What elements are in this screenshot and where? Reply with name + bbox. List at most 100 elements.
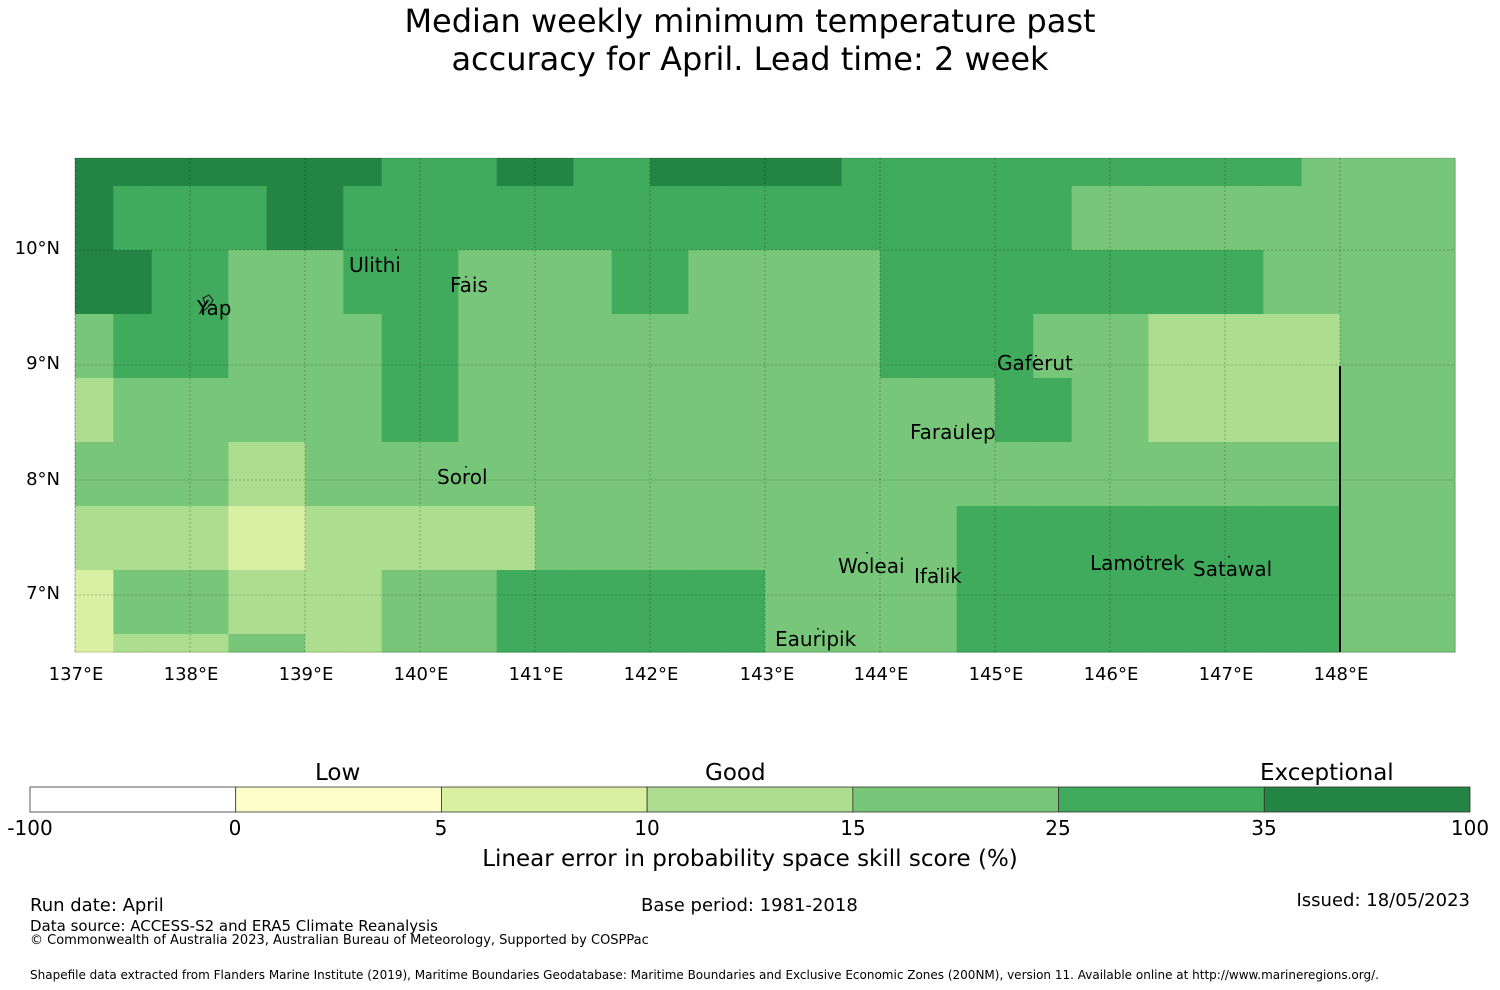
ifalik-island-mark bbox=[937, 568, 939, 570]
skill-grid-cell bbox=[611, 378, 651, 443]
skill-grid-cell bbox=[1378, 442, 1456, 507]
map-canvas bbox=[74, 157, 1456, 653]
skill-grid-cell bbox=[266, 378, 306, 443]
skill-grid-cell bbox=[1301, 158, 1341, 187]
skill-grid-cell bbox=[305, 250, 344, 315]
skill-grid-cell bbox=[841, 506, 881, 571]
colorbar-swatch bbox=[1263, 786, 1471, 813]
skill-grid-cell bbox=[573, 186, 613, 251]
skill-grid-cell bbox=[841, 634, 881, 653]
skill-grid-cell bbox=[1033, 634, 1073, 653]
skill-grid-cell bbox=[918, 634, 958, 653]
skill-grid-cell bbox=[956, 378, 996, 443]
skill-grid-cell bbox=[228, 314, 268, 379]
skill-grid-cell bbox=[151, 634, 191, 653]
lon-label-144e: 144°E bbox=[853, 664, 909, 685]
skill-grid-cell bbox=[381, 314, 421, 379]
skill-grid-cell bbox=[956, 442, 996, 507]
colorbar-swatches bbox=[29, 786, 1471, 813]
skill-grid-cell bbox=[573, 158, 613, 187]
skill-grid-cell bbox=[420, 378, 459, 443]
lon-label-147e: 147°E bbox=[1198, 664, 1254, 685]
skill-grid-cell bbox=[1110, 378, 1149, 443]
lon-label-138e: 138°E bbox=[163, 664, 219, 685]
place-label-faraulep: Faraulep bbox=[910, 420, 996, 444]
skill-grid-cell bbox=[841, 250, 881, 315]
skill-grid-cell bbox=[918, 186, 958, 251]
skill-grid-cell bbox=[1378, 158, 1456, 187]
skill-grid-cell bbox=[1378, 506, 1456, 571]
fais-island-mark bbox=[465, 276, 467, 278]
place-label-lamotrek: Lamotrek bbox=[1090, 551, 1185, 575]
map-title: Median weekly minimum temperature past a… bbox=[0, 2, 1500, 78]
lon-label-148e: 148°E bbox=[1313, 664, 1369, 685]
skill-grid-cell bbox=[880, 442, 919, 507]
skill-grid-cell bbox=[726, 186, 766, 251]
skill-grid-cell bbox=[496, 158, 536, 187]
skill-grid-cell bbox=[995, 634, 1034, 653]
skill-grid-cell bbox=[1340, 570, 1379, 635]
colorbar-tick-5: 5 bbox=[434, 816, 448, 840]
skill-grid-cell bbox=[1378, 250, 1456, 315]
skill-grid-cell bbox=[1071, 158, 1111, 187]
place-label-yap: Yap bbox=[197, 296, 232, 320]
skill-grid-cell bbox=[880, 506, 919, 571]
skill-grid-cell bbox=[1033, 250, 1073, 315]
place-label-eauripik: Eauripik bbox=[775, 627, 857, 651]
skill-grid-cell bbox=[803, 570, 843, 635]
skill-grid-cell bbox=[1033, 314, 1073, 379]
skill-grid-cell bbox=[995, 314, 1034, 379]
skill-grid-cell bbox=[1033, 158, 1073, 187]
skill-grid-cell bbox=[726, 378, 766, 443]
lon-label-140e: 140°E bbox=[393, 664, 449, 685]
lon-label-146e: 146°E bbox=[1083, 664, 1139, 685]
skill-grid-cell bbox=[573, 634, 613, 653]
yap-island-shape bbox=[198, 294, 214, 315]
skill-grid-cell bbox=[956, 186, 996, 251]
skill-grid-cell bbox=[765, 250, 804, 315]
skill-grid-cell bbox=[228, 570, 268, 635]
skill-grid-cell bbox=[113, 570, 153, 635]
skill-grid-cell bbox=[841, 314, 881, 379]
skill-grid-cell bbox=[995, 506, 1034, 571]
skill-grid-cell bbox=[343, 634, 383, 653]
colorbar-tick-10: 10 bbox=[634, 816, 660, 840]
place-label-fais: Fais bbox=[450, 273, 488, 297]
skill-grid-cell bbox=[880, 186, 919, 251]
skill-grid-cell bbox=[726, 442, 766, 507]
skill-grid-cell bbox=[113, 442, 153, 507]
colorbar-swatch bbox=[646, 786, 854, 813]
skill-grid-cell bbox=[381, 442, 421, 507]
skill-grid-cell bbox=[726, 634, 766, 653]
skill-grid-cell bbox=[1186, 250, 1226, 315]
copyright-notice: © Commonwealth of Australia 2023, Austra… bbox=[30, 933, 649, 948]
skill-grid-cell bbox=[1225, 158, 1264, 187]
skill-grid-cell bbox=[688, 506, 728, 571]
skill-grid-cell bbox=[1340, 314, 1379, 379]
skill-grid-cell bbox=[688, 570, 728, 635]
skill-grid-cell bbox=[765, 378, 804, 443]
ulithi-island-mark bbox=[395, 249, 397, 251]
skill-grid-cell bbox=[688, 158, 728, 187]
skill-grid-cell bbox=[726, 570, 766, 635]
skill-grid-cell bbox=[1071, 634, 1111, 653]
map-frame bbox=[74, 157, 1456, 653]
skill-grid-cell bbox=[611, 634, 651, 653]
skill-grid-cell bbox=[611, 186, 651, 251]
skill-grid-cell bbox=[458, 186, 498, 251]
skill-grid-cell bbox=[1186, 442, 1226, 507]
skill-grid-cell bbox=[420, 186, 459, 251]
lon-label-139e: 139°E bbox=[278, 664, 334, 685]
place-label-ulithi: Ulithi bbox=[349, 253, 401, 277]
skill-grid-cell bbox=[190, 158, 229, 187]
skill-grid-cell bbox=[190, 634, 229, 653]
place-label-satawal: Satawal bbox=[1193, 557, 1273, 581]
skill-grid-cell bbox=[190, 314, 229, 379]
skill-grid-cell bbox=[535, 378, 574, 443]
lon-label-145e: 145°E bbox=[968, 664, 1024, 685]
skill-grid-cell bbox=[458, 634, 498, 653]
faraulep-island-mark bbox=[955, 425, 957, 427]
skill-grid-cell bbox=[1263, 250, 1303, 315]
skill-grid-cell bbox=[1263, 186, 1303, 251]
colorbar-swatch bbox=[852, 786, 1059, 813]
